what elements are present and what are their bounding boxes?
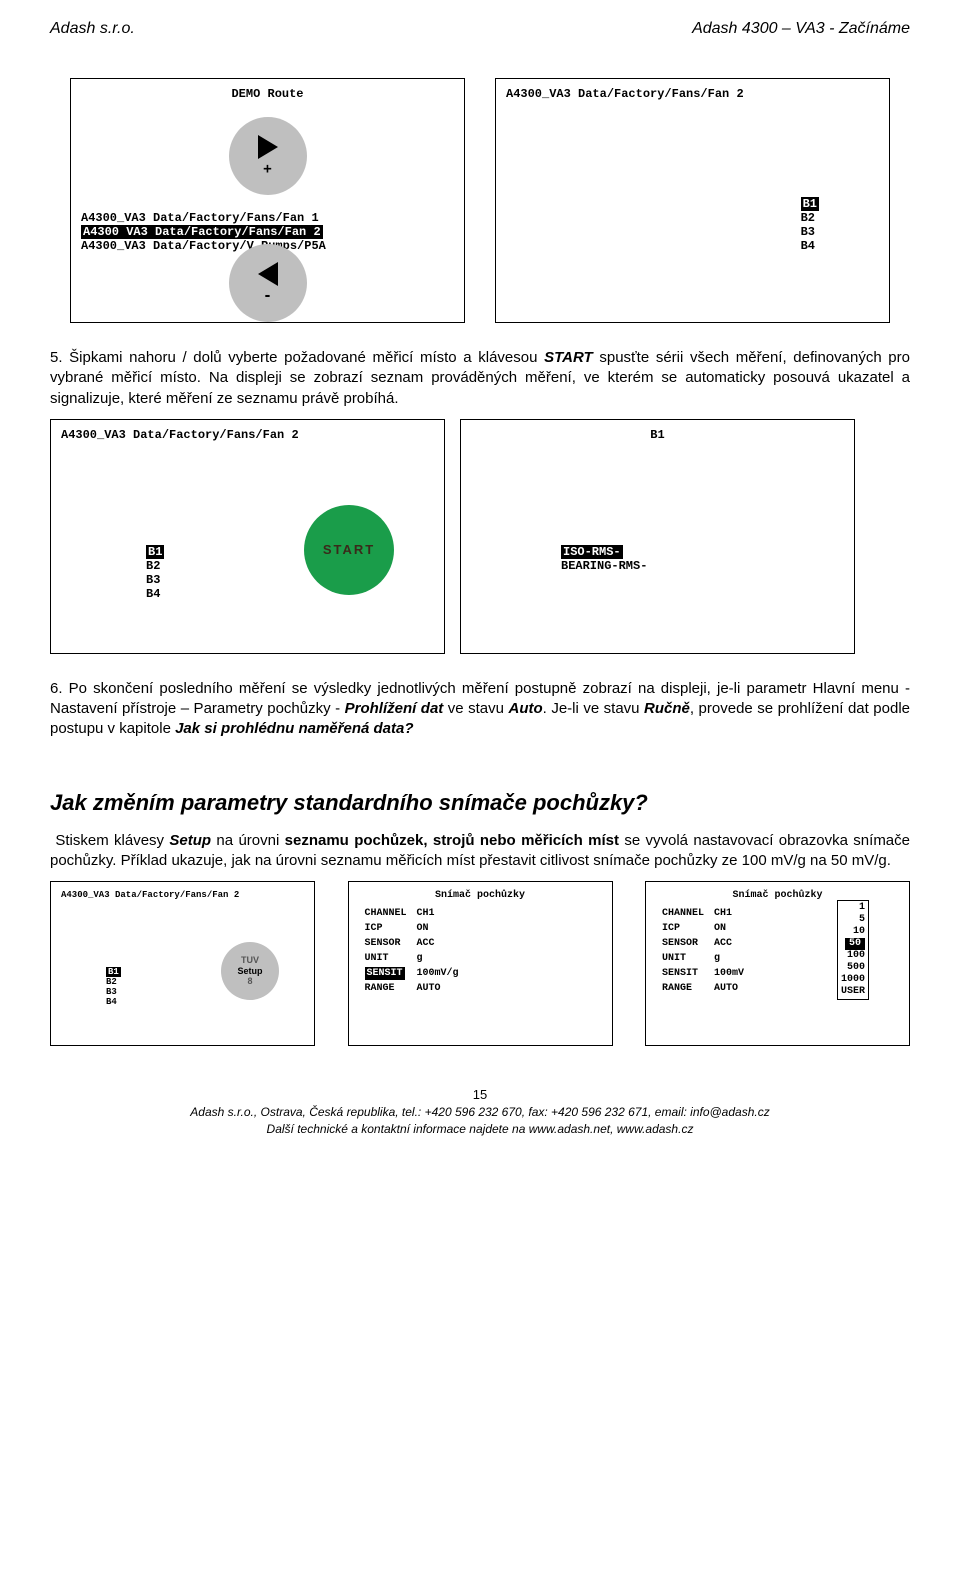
start-button-label: START bbox=[323, 542, 375, 557]
list-item-selected: B1 bbox=[106, 967, 121, 977]
dropdown-item[interactable]: 1 bbox=[841, 902, 865, 914]
minus-icon: - bbox=[263, 288, 271, 304]
param-table-2: CHANNELCH1 ICPON SENSORACC UNITg SENSIT1… bbox=[656, 905, 750, 997]
setup-button[interactable]: TUV Setup 8 bbox=[221, 942, 279, 1000]
page-header: Adash s.r.o. Adash 4300 – VA3 - Začínáme bbox=[50, 20, 910, 38]
screen-sensor-params-2: Snímač pochůzky CHANNELCH1 ICPON SENSORA… bbox=[645, 881, 910, 1046]
screens-row-2: A4300_VA3 Data/Factory/Fans/Fan 2 B1 B2 … bbox=[50, 419, 910, 654]
screens-row-3: A4300_VA3 Data/Factory/Fans/Fan 2 B1 B2 … bbox=[50, 881, 910, 1046]
start-button[interactable]: START bbox=[304, 505, 394, 595]
dropdown-item[interactable]: USER bbox=[841, 986, 865, 998]
list-item-selected: A4300 VA3 Data/Factory/Fans/Fan 2 bbox=[81, 225, 454, 239]
paragraph-setup: Stiskem klávesy Setup na úrovni seznamu … bbox=[50, 831, 910, 872]
screens-row-1: DEMO Route + A4300_VA3 Data/Factory/Fans… bbox=[50, 78, 910, 323]
table-row: RANGEAUTO bbox=[658, 982, 748, 995]
screen4-lines: ISO-RMS- BEARING-RMS- bbox=[561, 545, 647, 573]
screen2-title: A4300_VA3 Data/Factory/Fans/Fan 2 bbox=[506, 87, 879, 101]
table-row: ICPON bbox=[658, 922, 748, 935]
setup-btn-line3: 8 bbox=[247, 976, 252, 987]
table-row: RANGEAUTO bbox=[361, 982, 463, 995]
arrow-left-icon bbox=[258, 262, 278, 286]
list-item: B3 bbox=[801, 225, 819, 239]
header-right: Adash 4300 – VA3 - Začínáme bbox=[692, 20, 910, 38]
list-item: B2 bbox=[801, 211, 819, 225]
list-item-selected: B1 bbox=[801, 197, 819, 211]
param-table-1: CHANNELCH1 ICPON SENSORACC UNITg SENSIT1… bbox=[359, 905, 465, 997]
list-item: B2 bbox=[106, 977, 121, 987]
dropdown-item[interactable]: 500 bbox=[841, 962, 865, 974]
table-row: CHANNELCH1 bbox=[658, 907, 748, 920]
table-row-selected: SENSIT100mV/g bbox=[361, 967, 463, 980]
table-row: CHANNELCH1 bbox=[361, 907, 463, 920]
list-item: B4 bbox=[801, 239, 819, 253]
screen-fan2-list: A4300_VA3 Data/Factory/Fans/Fan 2 B1 B2 … bbox=[495, 78, 890, 323]
list-item: B3 bbox=[106, 987, 121, 997]
header-left: Adash s.r.o. bbox=[50, 20, 135, 38]
screen3-items: B1 B2 B3 B4 bbox=[146, 545, 164, 601]
dropdown-item[interactable]: 10 bbox=[841, 926, 865, 938]
screen-fan2-start: A4300_VA3 Data/Factory/Fans/Fan 2 B1 B2 … bbox=[50, 419, 445, 654]
table-row: ICPON bbox=[361, 922, 463, 935]
list-item: B3 bbox=[146, 573, 164, 587]
table-row: SENSORACC bbox=[658, 937, 748, 950]
page-number: 15 bbox=[50, 1086, 910, 1104]
setup-btn-line1: TUV bbox=[241, 955, 259, 966]
arrow-right-icon bbox=[258, 135, 278, 159]
table-row: UNITg bbox=[658, 952, 748, 965]
dropdown-item[interactable]: 5 bbox=[841, 914, 865, 926]
arrow-up-button[interactable]: + bbox=[229, 117, 307, 195]
screen-demo-route: DEMO Route + A4300_VA3 Data/Factory/Fans… bbox=[70, 78, 465, 323]
screen5-items: B1 B2 B3 B4 bbox=[106, 967, 121, 1007]
screen-b1-measure: B1 ISO-RMS- BEARING-RMS- bbox=[460, 419, 855, 654]
list-item-selected: B1 bbox=[146, 545, 164, 559]
sensit-dropdown[interactable]: 1 5 10 50 100 500 1000 USER bbox=[837, 900, 869, 1000]
table-row: SENSIT100mV bbox=[658, 967, 748, 980]
screen3-title: A4300_VA3 Data/Factory/Fans/Fan 2 bbox=[61, 428, 434, 442]
screen5-title: A4300_VA3 Data/Factory/Fans/Fan 2 bbox=[61, 890, 304, 900]
screen-setup-list: A4300_VA3 Data/Factory/Fans/Fan 2 B1 B2 … bbox=[50, 881, 315, 1046]
dropdown-item[interactable]: 100 bbox=[841, 950, 865, 962]
dropdown-item[interactable]: 1000 bbox=[841, 974, 865, 986]
heading-sensor-params: Jak změním parametry standardního snímač… bbox=[50, 790, 910, 816]
setup-btn-line2: Setup bbox=[237, 966, 262, 977]
footer-line2: Další technické a kontaktní informace na… bbox=[50, 1121, 910, 1138]
screen6-title: Snímač pochůzky bbox=[359, 890, 602, 901]
dropdown-item-selected[interactable]: 50 bbox=[841, 938, 865, 950]
list-item: B4 bbox=[146, 587, 164, 601]
screen4-title: B1 bbox=[471, 428, 844, 442]
screen1-title: DEMO Route bbox=[81, 87, 454, 101]
table-row: SENSORACC bbox=[361, 937, 463, 950]
screen2-items: B1 B2 B3 B4 bbox=[801, 197, 819, 253]
screen-sensor-params-1: Snímač pochůzky CHANNELCH1 ICPON SENSORA… bbox=[348, 881, 613, 1046]
measure-line-selected: ISO-RMS- bbox=[561, 545, 647, 559]
paragraph-6: 6. Po skončení posledního měření se výsl… bbox=[50, 679, 910, 740]
measure-line: BEARING-RMS- bbox=[561, 559, 647, 573]
arrow-down-button[interactable]: - bbox=[229, 244, 307, 322]
list-item: A4300_VA3 Data/Factory/Fans/Fan 1 bbox=[81, 211, 454, 225]
list-item: B4 bbox=[106, 997, 121, 1007]
page-footer: 15 Adash s.r.o., Ostrava, Česká republik… bbox=[50, 1086, 910, 1138]
footer-line1: Adash s.r.o., Ostrava, Česká republika, … bbox=[50, 1104, 910, 1121]
table-row: UNITg bbox=[361, 952, 463, 965]
paragraph-5: 5. Šipkami nahoru / dolů vyberte požadov… bbox=[50, 348, 910, 409]
list-item: B2 bbox=[146, 559, 164, 573]
plus-icon: + bbox=[263, 161, 271, 177]
